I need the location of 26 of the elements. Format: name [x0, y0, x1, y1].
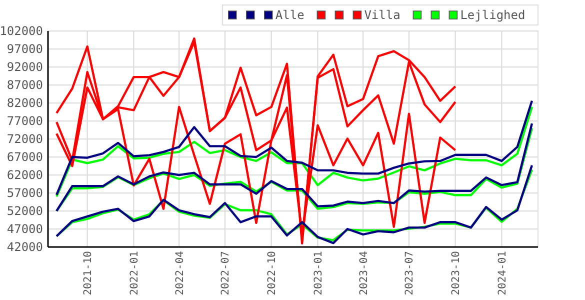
- y-tick-label: 87000: [6, 78, 43, 92]
- y-tick-label: 82000: [6, 96, 43, 110]
- x-tick-label: 2023-07: [404, 251, 416, 296]
- y-tick-label: 77000: [6, 114, 43, 128]
- y-tick-label: 67000: [6, 150, 43, 164]
- legend-label: Villa: [364, 8, 400, 22]
- legend-label: Lejlighed: [460, 8, 526, 22]
- y-tick-label: 72000: [6, 132, 43, 146]
- x-tick-label: 2023-10: [450, 251, 462, 296]
- x-tick-label: 2023-04: [358, 251, 370, 296]
- x-tick-label: 2022-10: [266, 251, 278, 296]
- x-tick-label: 2022-01: [128, 251, 140, 296]
- y-tick-label: 92000: [6, 60, 43, 74]
- y-tick-label: 57000: [6, 186, 43, 200]
- x-tick-label: 2024-01: [496, 251, 508, 296]
- y-tick-label: 47000: [6, 222, 43, 236]
- y-tick-label: 97000: [6, 42, 43, 56]
- y-tick-label: 52000: [6, 204, 43, 218]
- y-tick-label: 62000: [6, 168, 43, 182]
- y-tick-label: 42000: [6, 240, 43, 254]
- x-tick-label: 2021-10: [82, 251, 94, 296]
- x-tick-label: 2022-07: [220, 251, 232, 296]
- x-tick-label: 2023-01: [312, 251, 324, 296]
- legend-label: Alle: [275, 8, 304, 22]
- y-tick-label: 102000: [0, 24, 43, 38]
- x-tick-label: 2022-04: [174, 251, 186, 296]
